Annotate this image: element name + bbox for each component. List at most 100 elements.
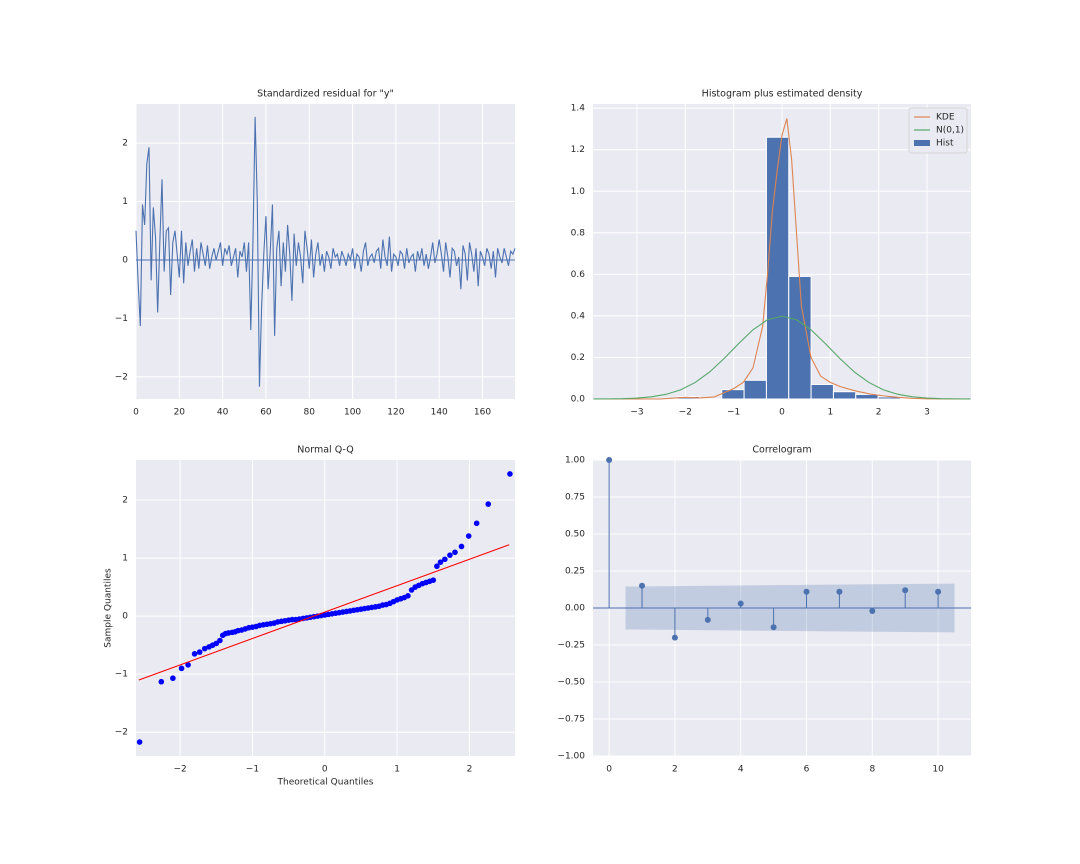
x-tick-label: 2 [876,408,882,418]
qq-point [442,556,448,563]
x-tick-label: 140 [431,408,448,418]
y-tick-label: −0.50 [557,678,585,688]
x-tick-label: 10 [932,765,944,775]
x-tick-label: 8 [869,765,875,775]
qq-point [434,563,440,570]
stem-marker [869,607,876,614]
stem-marker [639,582,646,589]
x-tick-label: −3 [630,408,643,418]
y-tick-label: −1.00 [557,752,585,762]
qq-point [217,637,223,644]
y-tick-label: 1 [122,197,128,207]
y-tick-label: 1.2 [571,145,585,155]
stem-marker [606,457,613,463]
y-tick-label: 2 [122,496,128,506]
chart-title: Normal Q-Q [297,445,353,456]
y-tick-label: −2 [115,728,128,738]
legend-swatch [914,140,930,146]
qq-point [507,471,513,477]
qq-point [191,651,198,657]
y-tick-label: 0.2 [571,353,585,363]
x-tick-label: 2 [467,765,473,775]
x-axis-label: Theoretical Quantiles [277,778,374,788]
y-tick-label: 0 [122,255,128,265]
hist-bar [743,379,767,400]
y-tick-label: −0.25 [557,641,585,651]
y-tick-label: 1.0 [571,187,586,197]
hist-bar [721,389,745,400]
x-tick-label: −2 [679,408,692,418]
y-tick-label: 0 [122,612,128,622]
plot-background [136,460,515,756]
qq-point [473,520,480,527]
x-tick-label: 0 [133,408,139,418]
qq-point [447,552,453,558]
legend-label: KDE [936,113,955,123]
y-tick-label: 0.8 [571,228,586,238]
chart-title: Standardized residual for "y" [257,89,394,100]
density-line [593,118,971,400]
y-tick-label: −1 [115,314,128,324]
x-tick-label: 100 [344,408,361,418]
stem-marker [803,588,810,595]
qq-point [452,549,458,556]
qq-point [185,662,191,668]
qq-point [485,501,492,507]
residual-line [135,116,516,387]
y-tick-label: 0.0 [571,395,586,405]
x-tick-label: −1 [727,408,740,418]
x-tick-label: 60 [260,408,272,418]
x-tick-label: 2 [672,765,678,775]
qq-point [201,645,208,652]
stem-marker [836,588,843,595]
qq-point [430,577,437,583]
x-tick-label: 1 [394,765,400,775]
qq-point [158,678,165,685]
hist-bar [810,383,834,400]
qq-point [170,675,176,682]
x-tick-label: 3 [924,408,930,418]
y-tick-label: 0.50 [565,530,585,540]
y-tick-label: 2 [122,139,128,149]
chart-title: Histogram plus estimated density [702,89,863,100]
x-tick-label: 120 [387,408,404,418]
qq-point [178,665,185,672]
y-tick-label: 1.4 [571,104,586,114]
y-tick-label: 0.25 [565,567,585,577]
x-tick-label: 0 [322,765,328,775]
stem-marker [704,616,711,623]
x-tick-label: 0 [606,765,612,775]
stem-marker [935,588,942,595]
qq-point [458,543,465,550]
x-tick-label: 0 [779,408,785,418]
y-tick-label: −2 [115,372,128,382]
y-tick-label: 0.6 [571,270,586,280]
y-tick-label: 1.00 [565,456,585,466]
qq-point [196,649,203,655]
hist-bar [765,136,790,400]
x-tick-label: 1 [827,408,833,418]
stem-marker [902,587,909,594]
legend-label: N(0,1) [936,126,964,136]
qq-point [437,559,444,565]
y-axis-label: Sample Quantiles [104,568,114,648]
hist-bar [832,391,857,400]
x-tick-label: 40 [217,408,229,418]
chart-title: Correlogram [752,445,811,456]
y-tick-label: 1 [122,554,128,564]
y-tick-label: 0.00 [565,604,585,614]
x-tick-label: 4 [738,765,744,775]
legend-label: Hist [936,139,954,149]
x-tick-label: −1 [246,765,259,775]
x-tick-label: −2 [173,765,186,775]
x-tick-label: 160 [474,408,491,418]
stem-marker [671,634,678,641]
y-tick-label: 0.4 [571,311,586,321]
stem-marker [770,624,777,631]
density-line [593,315,971,400]
y-tick-label: −0.75 [557,715,585,725]
x-tick-label: 6 [804,765,810,775]
stem-marker [737,600,744,607]
y-tick-label: 0.75 [565,493,585,503]
